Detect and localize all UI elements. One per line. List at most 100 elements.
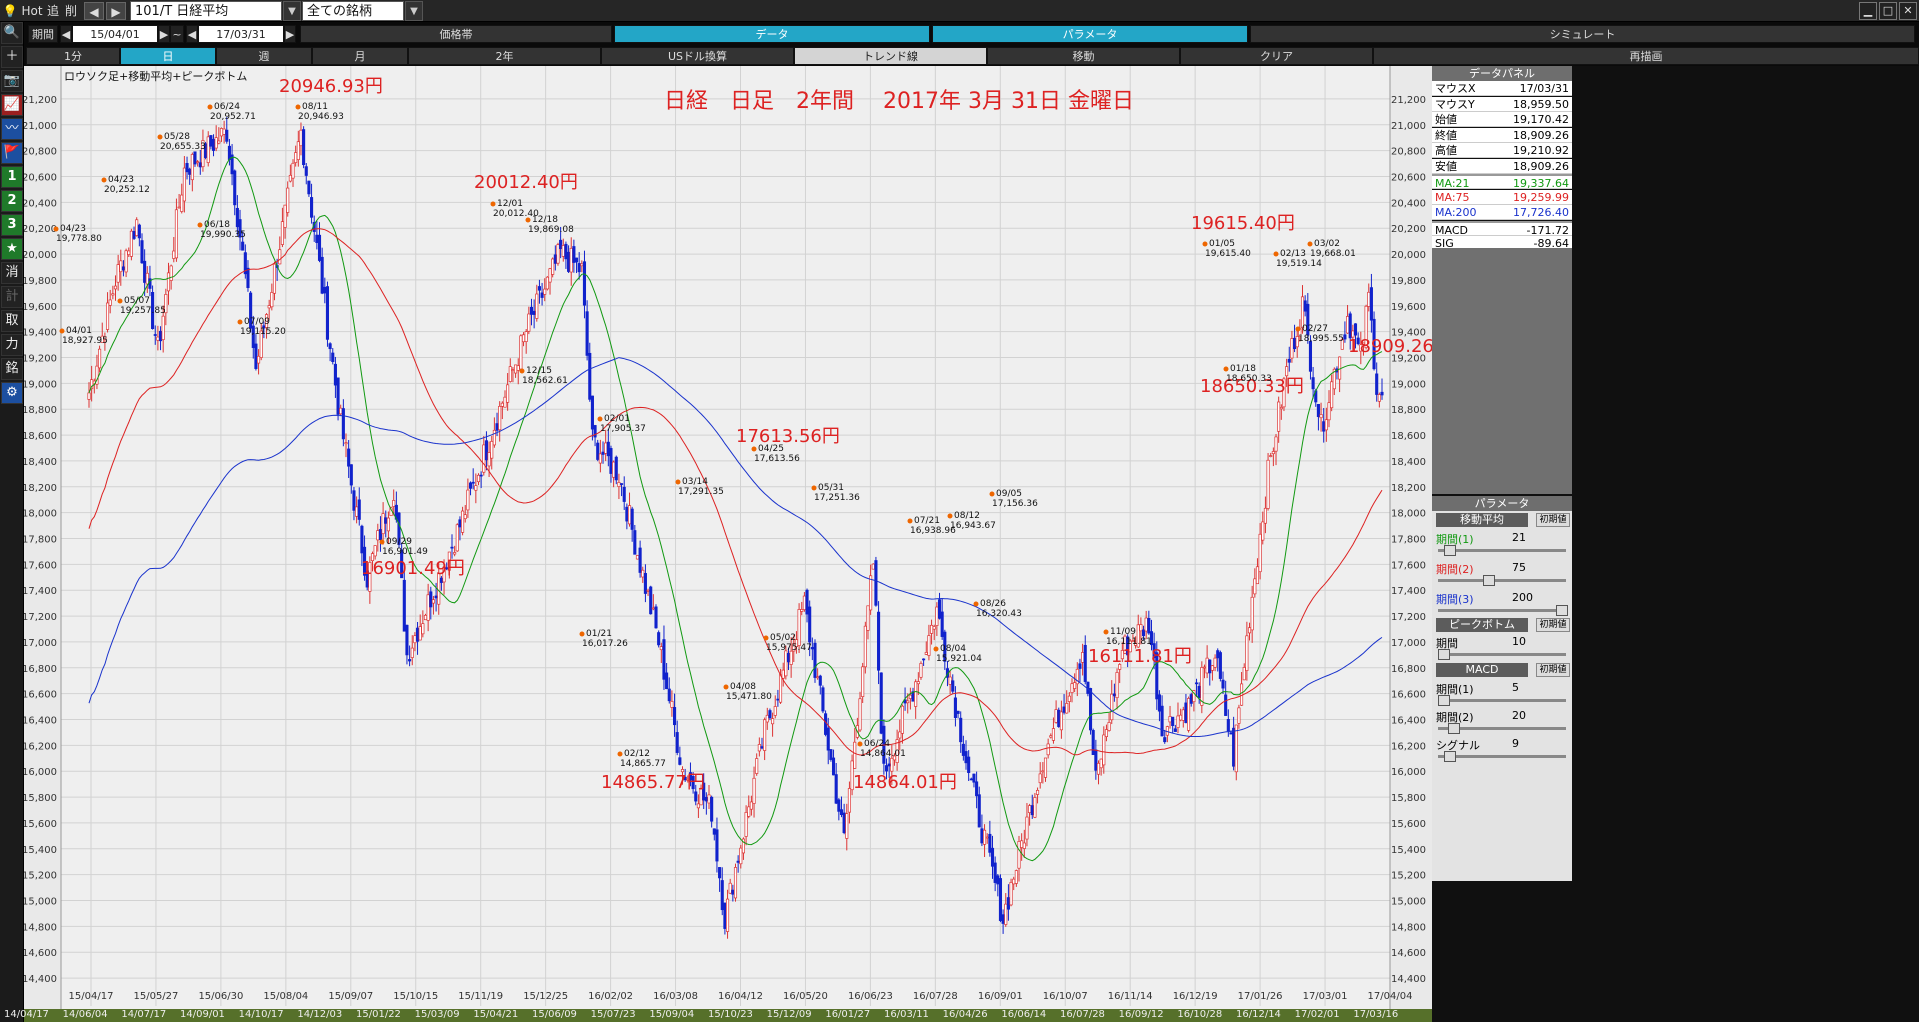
- calc-button[interactable]: 計: [1, 286, 23, 308]
- signal-slider[interactable]: [1438, 751, 1566, 762]
- next-arrow-icon[interactable]: ▶: [158, 25, 170, 43]
- tab-parameter[interactable]: パラメータ: [932, 25, 1248, 43]
- candle-body: [328, 343, 332, 350]
- candle-body: [267, 305, 271, 309]
- tab-monthly[interactable]: 月: [312, 47, 408, 65]
- tab-simulate[interactable]: シミュレート: [1250, 25, 1915, 43]
- tab-1min[interactable]: 1分: [26, 47, 120, 65]
- candle-body: [643, 573, 647, 594]
- pb-value[interactable]: 10: [1512, 635, 1526, 648]
- ma-reset-button[interactable]: 初期値: [1536, 513, 1570, 527]
- candle-body: [283, 204, 287, 228]
- prev-arrow-icon[interactable]: ◀: [186, 25, 198, 43]
- next-arrow-icon[interactable]: ▶: [284, 25, 296, 43]
- tab-price-band[interactable]: 価格帯: [300, 25, 612, 43]
- close-icon[interactable]: ✕: [1899, 2, 1917, 20]
- data-row: マウスY 18,959.50: [1432, 96, 1572, 112]
- candle-body: [895, 739, 899, 763]
- peak-value: 17,905.37: [600, 424, 646, 434]
- candlestick-chart[interactable]: 21,200 21,200 21,000 21,000 20,800 20,800 20,6…: [24, 66, 1432, 1009]
- brand-button[interactable]: 銘: [1, 358, 23, 380]
- macd1-value[interactable]: 5: [1512, 681, 1519, 694]
- erase-button[interactable]: 消: [1, 262, 23, 284]
- redraw-button[interactable]: 再描画: [1373, 47, 1919, 65]
- crosshair-icon[interactable]: ＋: [1, 46, 23, 68]
- clear-button[interactable]: クリア: [1180, 47, 1373, 65]
- move-button[interactable]: 移動: [987, 47, 1180, 65]
- market-select[interactable]: 全ての銘柄: [302, 1, 404, 21]
- bottom-scale[interactable]: 14/04/17 14/06/04 14/07/17 14/09/01 14/10/17…: [4, 1009, 1432, 1022]
- ma3-value[interactable]: 200: [1512, 591, 1533, 604]
- ma1-slider[interactable]: [1438, 545, 1566, 556]
- ma3-slider[interactable]: [1438, 605, 1568, 616]
- ma1-value[interactable]: 21: [1512, 531, 1526, 544]
- candle-body: [227, 145, 231, 160]
- camera-icon[interactable]: 📷: [1, 70, 23, 92]
- candle-body: [315, 234, 319, 243]
- candle-body: [786, 652, 791, 663]
- tab-data[interactable]: データ: [614, 25, 930, 43]
- add-button[interactable]: 追: [46, 4, 59, 18]
- peak-dot: [1223, 366, 1229, 372]
- delete-button[interactable]: 削: [64, 4, 77, 18]
- pb-reset-button[interactable]: 初期値: [1536, 618, 1570, 632]
- macd-reset-button[interactable]: 初期値: [1536, 663, 1570, 677]
- wave-icon[interactable]: 〰: [1, 118, 23, 140]
- peak-date: 08/26: [980, 599, 1006, 609]
- macd2-slider[interactable]: [1438, 723, 1566, 734]
- next-arrow-icon[interactable]: ▶: [106, 2, 126, 20]
- hot-button[interactable]: Hot: [21, 4, 43, 18]
- candle-body: [1210, 665, 1214, 671]
- star-icon[interactable]: ★: [1, 238, 23, 260]
- date-from-input[interactable]: 15/04/01: [72, 25, 158, 43]
- scale-tick: 16/07/28: [1060, 1009, 1105, 1020]
- ma2-slider[interactable]: [1438, 575, 1566, 586]
- chart-line-icon[interactable]: 📈: [1, 94, 23, 116]
- candle-body: [940, 611, 944, 637]
- pb-slider[interactable]: [1438, 649, 1566, 660]
- x-tick-label: 16/02/02: [588, 991, 633, 1002]
- y-tick-label-right: 19,800: [1391, 276, 1426, 287]
- peak-bottom-label: 17613.56円: [736, 426, 840, 447]
- minimize-icon[interactable]: ▁: [1859, 2, 1877, 20]
- candle-body: [800, 609, 804, 612]
- candle-body: [710, 796, 714, 822]
- candle-body: [487, 452, 491, 467]
- chevron-down-icon[interactable]: ▼: [405, 1, 423, 21]
- macd2-value[interactable]: 20: [1512, 709, 1526, 722]
- candle-body: [1266, 459, 1270, 509]
- tab-2year[interactable]: 2年: [408, 47, 601, 65]
- usd-convert-button[interactable]: USドル換算: [601, 47, 794, 65]
- maximize-icon[interactable]: □: [1879, 2, 1897, 20]
- candle-body: [1287, 358, 1291, 363]
- symbol-input[interactable]: 101/T 日経平均: [130, 1, 282, 21]
- tab-daily[interactable]: 日: [120, 47, 216, 65]
- chevron-down-icon[interactable]: ▼: [283, 1, 301, 21]
- prev-arrow-icon[interactable]: ◀: [60, 25, 72, 43]
- candle-body: [1102, 734, 1106, 766]
- lightbulb-icon[interactable]: 💡: [2, 4, 18, 18]
- candle-body: [736, 860, 740, 863]
- trendline-button[interactable]: トレンド線: [794, 47, 987, 65]
- layout-3-button[interactable]: 3: [1, 214, 23, 236]
- date-to-input[interactable]: 17/03/31: [198, 25, 284, 43]
- candle-body: [580, 263, 584, 267]
- flag-icon[interactable]: 🚩: [1, 142, 23, 164]
- candle-body: [924, 652, 928, 655]
- candle-body: [625, 506, 629, 522]
- candle-body: [137, 224, 141, 239]
- tab-weekly[interactable]: 週: [216, 47, 312, 65]
- y-tick-label-right: 17,800: [1391, 535, 1426, 546]
- macd1-slider[interactable]: [1438, 695, 1566, 706]
- candle-body: [877, 611, 881, 671]
- search-icon[interactable]: 🔍: [1, 22, 23, 44]
- layout-1-button[interactable]: 1: [1, 166, 23, 188]
- power-button[interactable]: 力: [1, 334, 23, 356]
- trade-button[interactable]: 取: [1, 310, 23, 332]
- ma2-value[interactable]: 75: [1512, 561, 1526, 574]
- candle-body: [161, 315, 165, 340]
- signal-value[interactable]: 9: [1512, 737, 1519, 750]
- prev-arrow-icon[interactable]: ◀: [84, 2, 104, 20]
- layout-2-button[interactable]: 2: [1, 190, 23, 212]
- gear-icon[interactable]: ⚙: [1, 382, 23, 404]
